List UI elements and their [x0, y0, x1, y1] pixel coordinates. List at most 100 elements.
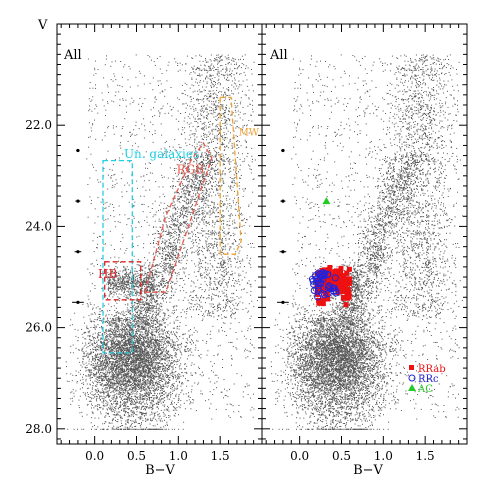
star-point [115, 329, 117, 331]
star-point [92, 344, 94, 346]
star-point [160, 349, 162, 351]
star-point [173, 361, 175, 363]
star-point [161, 358, 163, 360]
star-point [155, 371, 157, 373]
star-point [78, 399, 80, 401]
star-point [109, 399, 110, 401]
star-point [114, 325, 116, 327]
star-point [110, 321, 112, 323]
star-point [124, 404, 126, 406]
star-point [129, 368, 131, 369]
star-point [185, 351, 186, 353]
star-point [162, 384, 164, 386]
star-point [123, 326, 125, 328]
star-point [88, 400, 90, 402]
star-point [83, 363, 85, 365]
star-point [133, 395, 135, 397]
star-point [144, 386, 146, 388]
star-point [114, 365, 115, 367]
star-point [109, 317, 111, 319]
star-point [155, 383, 157, 385]
star-point [173, 385, 174, 386]
star-point [134, 402, 136, 404]
star-point [70, 373, 72, 375]
star-point [142, 355, 144, 357]
star-point [98, 397, 100, 399]
star-point [127, 418, 129, 420]
star-point [106, 358, 108, 360]
star-point [124, 328, 126, 330]
star-point [168, 417, 170, 418]
star-point [106, 356, 108, 358]
star-point [109, 372, 111, 373]
star-point [180, 404, 182, 406]
star-point [100, 353, 102, 355]
star-point [111, 375, 112, 377]
star-point [129, 313, 131, 315]
star-point [149, 354, 151, 356]
star-point [145, 394, 146, 396]
star-point [127, 325, 129, 327]
star-point [146, 427, 147, 429]
star-point [125, 388, 127, 390]
star-point [126, 367, 127, 369]
star-point [117, 369, 119, 371]
star-point [160, 377, 161, 379]
star-point [92, 337, 94, 339]
star-point [125, 344, 127, 345]
star-point [126, 328, 128, 329]
star-point [75, 335, 77, 337]
star-point [150, 384, 151, 386]
star-point [140, 382, 142, 384]
star-point [122, 396, 124, 398]
star-point [92, 348, 93, 350]
star-point [120, 368, 121, 369]
star-point [97, 388, 99, 390]
star-point [153, 355, 155, 357]
star-point [70, 403, 72, 405]
star-point [123, 336, 125, 337]
star-point [157, 378, 159, 380]
star-point [130, 344, 132, 345]
star-point [113, 428, 115, 430]
star-point [82, 347, 84, 349]
star-point [153, 343, 155, 345]
star-point [154, 415, 156, 417]
star-point [113, 305, 115, 307]
star-point [145, 352, 147, 354]
star-point [130, 402, 132, 404]
star-point [113, 391, 115, 393]
star-point [158, 398, 160, 400]
star-point [167, 324, 169, 326]
star-point [121, 362, 123, 364]
star-point [137, 407, 138, 409]
star-point [127, 373, 129, 375]
star-point [115, 332, 117, 334]
star-point [131, 376, 133, 378]
star-point [180, 346, 182, 348]
star-point [108, 394, 110, 396]
star-point [149, 346, 151, 347]
star-point [116, 393, 118, 395]
star-point [148, 369, 150, 371]
star-point [116, 360, 117, 362]
star-point [163, 378, 164, 380]
star-point [146, 403, 148, 405]
star-point [151, 403, 153, 405]
star-point [151, 401, 153, 403]
star-point [122, 338, 124, 340]
star-point [142, 366, 143, 368]
star-point [131, 377, 133, 379]
star-point [135, 372, 137, 373]
star-point [145, 348, 147, 350]
star-point [134, 401, 136, 403]
star-point [150, 428, 152, 430]
star-point [189, 309, 191, 311]
star-point [102, 385, 104, 387]
star-point [119, 380, 121, 382]
star-point [127, 391, 129, 393]
star-point [142, 383, 144, 385]
star-point [128, 346, 130, 348]
star-point [113, 346, 115, 348]
star-point [91, 388, 93, 390]
